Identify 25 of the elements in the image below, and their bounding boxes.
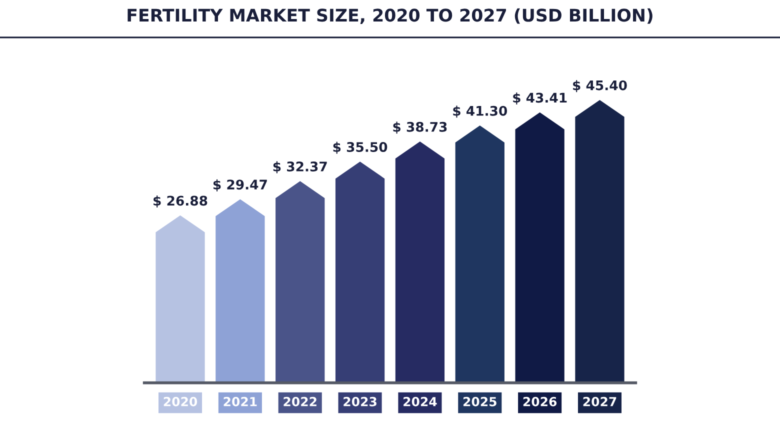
bar xyxy=(395,142,445,383)
bar xyxy=(216,199,265,383)
x-tick-label: 2024 xyxy=(404,396,437,406)
data-label: $ 32.37 xyxy=(273,161,327,174)
data-label: $ 29.47 xyxy=(213,179,267,192)
data-label: $ 26.88 xyxy=(154,195,208,208)
bar xyxy=(276,181,325,383)
x-tick-label: 2020 xyxy=(164,396,198,406)
data-label: $ 45.40 xyxy=(573,80,627,92)
x-tick-label: 2027 xyxy=(583,396,616,406)
data-label: $ 43.41 xyxy=(513,92,567,104)
bar xyxy=(575,100,624,383)
bar xyxy=(335,162,385,383)
x-tick-label: 2022 xyxy=(284,396,316,406)
data-label: $ 38.73 xyxy=(393,122,447,134)
bar xyxy=(515,112,564,383)
x-tick-label: 2023 xyxy=(344,396,376,406)
chart-title: FERTILITY MARKET SIZE, 2020 TO 2027 (USD BILLION) xyxy=(128,8,652,24)
x-tick-label: 2021 xyxy=(224,396,257,406)
data-label: $ 35.50 xyxy=(333,142,388,154)
data-label: $ 41.30 xyxy=(453,106,508,118)
bar xyxy=(455,125,504,383)
x-tick-label: 2026 xyxy=(523,396,557,406)
bar xyxy=(156,215,205,383)
x-tick-label: 2025 xyxy=(463,396,496,406)
